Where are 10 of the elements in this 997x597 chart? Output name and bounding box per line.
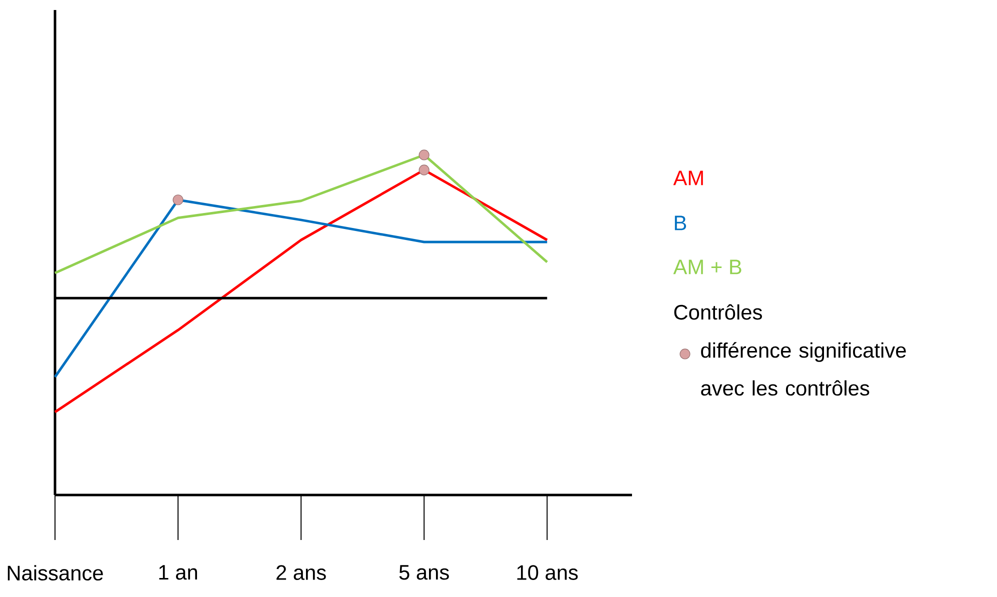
- x-tick-label: 10 ans: [517, 565, 578, 580]
- text: B: [674, 216, 686, 230]
- text: AM + B: [673, 260, 742, 274]
- x-tick-label: Naissance: [8, 565, 103, 581]
- legend-label: différence significative avec les contrôles: [701, 342, 906, 396]
- x-tick-label: 5 ans: [399, 565, 449, 580]
- text: Contrôles: [674, 304, 762, 320]
- text: AM: [673, 170, 703, 186]
- x-tick-label: 1 an: [159, 565, 198, 580]
- x-tick-label: 2 ans: [276, 565, 326, 580]
